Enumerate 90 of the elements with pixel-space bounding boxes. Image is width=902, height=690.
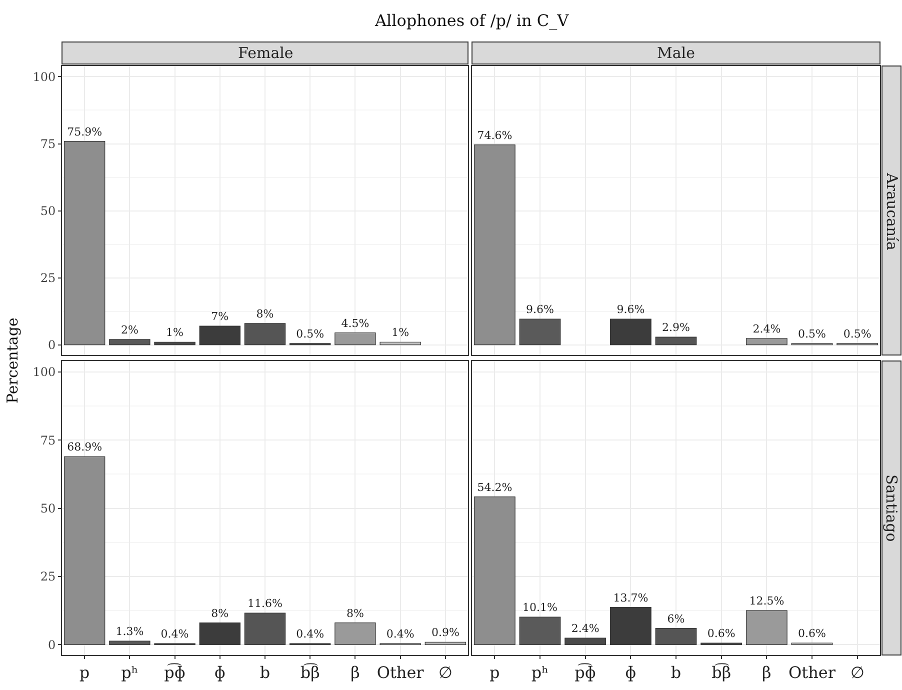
bar xyxy=(424,642,466,645)
x-tick-label: b͡β xyxy=(712,663,732,682)
data-label: 11.6% xyxy=(248,597,282,610)
bar xyxy=(334,332,376,346)
data-label: 0.6% xyxy=(707,627,736,640)
data-label: 75.9% xyxy=(67,125,102,138)
data-label: 8% xyxy=(211,606,229,620)
x-tick-label: b xyxy=(260,663,270,682)
bar xyxy=(64,141,106,346)
x-tick-label: Other xyxy=(788,663,836,682)
data-label: 1% xyxy=(392,326,410,340)
bar xyxy=(519,616,561,645)
y-tick-label: 100 xyxy=(32,70,56,84)
text: Santiago xyxy=(882,474,900,542)
data-label: 12.5% xyxy=(749,594,784,608)
y-tick-label: 25 xyxy=(40,270,56,285)
bar xyxy=(244,323,286,346)
bar xyxy=(474,144,516,346)
data-label: 1.3% xyxy=(116,625,144,638)
y-axis-title: Percentage xyxy=(4,318,22,404)
data-label: 7% xyxy=(211,310,229,324)
y-tick-label: 75 xyxy=(40,433,56,448)
data-label: 0.4% xyxy=(386,628,414,641)
x-tick-label: p xyxy=(490,663,500,682)
data-label: 0.4% xyxy=(160,628,189,641)
data-label: 9.6% xyxy=(616,303,645,316)
data-label: 1% xyxy=(166,326,184,340)
bar xyxy=(610,606,652,645)
x-tick-label: β xyxy=(350,663,360,682)
data-label: 0.9% xyxy=(431,626,460,640)
data-label: 0.4% xyxy=(296,628,324,641)
data-label: 0.5% xyxy=(296,327,324,340)
x-tick-label: p͡ɸ xyxy=(164,663,186,682)
bar xyxy=(746,338,788,346)
data-label: 8% xyxy=(346,606,364,620)
x-tick-label: pʰ xyxy=(121,663,138,682)
x-tick-label: ∅ xyxy=(438,663,452,682)
data-label: 8% xyxy=(256,307,274,320)
data-label: 0.5% xyxy=(798,327,826,340)
bar xyxy=(655,336,697,346)
bar xyxy=(746,610,788,645)
y-tick-label: 75 xyxy=(40,136,56,151)
x-tick-label: Other xyxy=(376,663,424,682)
x-tick-label: p͡ɸ xyxy=(574,663,596,682)
bar xyxy=(199,622,240,645)
bar xyxy=(334,622,376,645)
data-label: 68.9% xyxy=(67,440,102,454)
data-label: 4.5% xyxy=(341,316,370,330)
chart-subtitle: Female xyxy=(238,44,294,62)
bar xyxy=(154,342,196,346)
bar xyxy=(199,326,240,346)
data-label: 0.5% xyxy=(843,327,872,340)
x-tick-label: ɸ xyxy=(214,663,226,682)
chart-title: Allophones of /p/ in C_V xyxy=(374,11,570,30)
bar xyxy=(610,318,652,346)
data-label: 13.7% xyxy=(613,591,648,604)
bar xyxy=(655,628,697,645)
data-label: 9.6% xyxy=(526,303,554,316)
data-label: 10.1% xyxy=(522,601,558,614)
y-tick-label: 0 xyxy=(48,638,56,652)
data-label: 2.4% xyxy=(752,322,781,336)
bar xyxy=(64,456,106,645)
y-tick-label: 0 xyxy=(48,338,56,352)
data-label: 54.2% xyxy=(477,480,512,494)
chart-subtitle: Male xyxy=(657,44,696,62)
y-tick-label: 25 xyxy=(40,570,56,584)
bar xyxy=(109,640,150,645)
y-tick-label: 50 xyxy=(40,204,56,218)
data-label: 2.9% xyxy=(662,321,690,334)
data-label: 2% xyxy=(120,323,138,336)
bar xyxy=(244,612,286,645)
x-tick-label: b͡β xyxy=(300,663,320,682)
bar xyxy=(564,638,606,645)
bar xyxy=(109,339,150,346)
data-label: 74.6% xyxy=(477,128,512,142)
text: Araucanía xyxy=(883,172,901,250)
bar xyxy=(474,496,516,645)
x-tick-label: ɸ xyxy=(625,663,636,682)
data-label: 6% xyxy=(667,612,685,626)
bar xyxy=(380,342,421,346)
bar xyxy=(519,318,561,346)
y-tick-label: 100 xyxy=(32,365,56,380)
data-label: 2.4% xyxy=(571,622,600,636)
x-tick-label: ∅ xyxy=(850,663,864,682)
x-tick-label: b xyxy=(670,663,682,682)
data-label: 0.6% xyxy=(798,627,826,640)
x-tick-label: p xyxy=(79,663,90,682)
x-tick-label: pʰ xyxy=(531,663,549,682)
x-tick-label: β xyxy=(762,663,772,682)
y-tick-label: 50 xyxy=(40,501,56,516)
